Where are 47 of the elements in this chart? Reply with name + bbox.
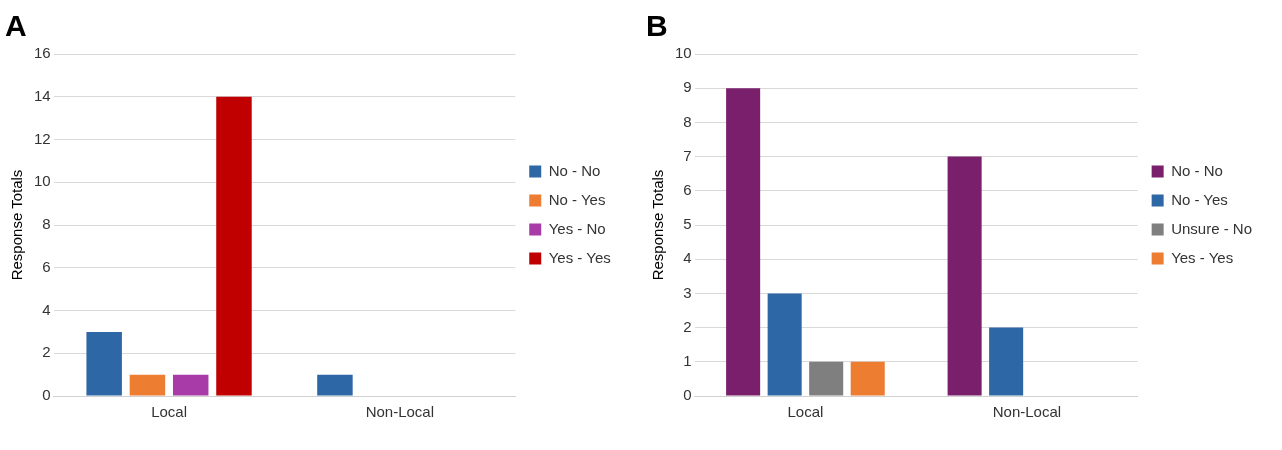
x-tick-label: Non-Local bbox=[365, 403, 435, 421]
x-tick-label: Non-Local bbox=[992, 403, 1062, 421]
bar bbox=[989, 327, 1024, 396]
y-tick-label: 16 bbox=[34, 44, 51, 62]
y-tick-label: 4 bbox=[683, 249, 692, 267]
y-tick-label: 8 bbox=[42, 215, 51, 233]
bar bbox=[947, 156, 982, 396]
y-axis-title: Response Totals bbox=[649, 169, 667, 281]
legend-label: No - Yes bbox=[548, 190, 606, 208]
x-tick-label: Local bbox=[787, 403, 824, 421]
legend-label: Unsure - No bbox=[1171, 219, 1252, 237]
y-tick-label: 8 bbox=[683, 112, 692, 130]
bar bbox=[129, 374, 166, 396]
bar bbox=[809, 361, 844, 396]
legend-label: No - No bbox=[1171, 161, 1223, 179]
y-tick-label: 9 bbox=[683, 78, 692, 96]
bar bbox=[216, 96, 252, 396]
y-tick-label: 10 bbox=[34, 172, 51, 190]
y-tick-label: 10 bbox=[675, 44, 692, 62]
y-tick-label: 6 bbox=[42, 257, 51, 275]
chart-title: B bbox=[646, 9, 668, 43]
chart-title: A bbox=[5, 9, 27, 43]
y-tick-label: 14 bbox=[34, 86, 51, 104]
y-tick-label: 0 bbox=[683, 386, 692, 404]
legend-label: Yes - No bbox=[548, 219, 606, 237]
y-tick-label: 1 bbox=[683, 351, 692, 369]
bar bbox=[172, 374, 209, 396]
y-axis-title: Response Totals bbox=[8, 169, 26, 281]
y-tick-label: 7 bbox=[683, 146, 692, 164]
legend-label: No - No bbox=[548, 161, 601, 179]
bar bbox=[726, 88, 761, 396]
bar bbox=[850, 361, 885, 396]
bar bbox=[317, 374, 353, 396]
legend-label: No - Yes bbox=[1171, 190, 1228, 208]
y-tick-label: 6 bbox=[683, 180, 692, 198]
y-tick-label: 4 bbox=[42, 300, 51, 318]
y-tick-label: 0 bbox=[42, 386, 51, 404]
y-tick-label: 3 bbox=[683, 283, 692, 301]
y-tick-label: 2 bbox=[42, 343, 51, 361]
legend-label: Yes - Yes bbox=[1171, 248, 1234, 266]
bar bbox=[767, 293, 802, 396]
y-tick-label: 5 bbox=[683, 215, 692, 233]
y-tick-label: 2 bbox=[683, 317, 692, 335]
bar bbox=[86, 331, 122, 396]
x-tick-label: Local bbox=[151, 403, 187, 421]
y-tick-label: 12 bbox=[34, 129, 51, 147]
legend-label: Yes - Yes bbox=[548, 248, 611, 266]
